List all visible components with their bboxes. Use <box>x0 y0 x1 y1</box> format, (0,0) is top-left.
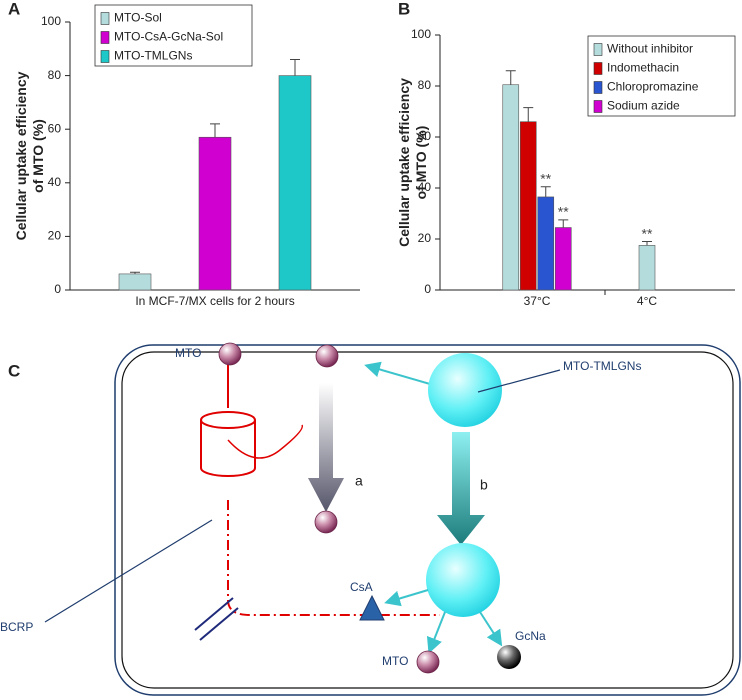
chart-panel: A Cellular uptake efficiencyof MTO (%) 0 20… <box>8 0 360 308</box>
y-axis-label: Cellular uptake efficiencyof MTO (%) <box>13 71 46 240</box>
y-axis-label-line: of MTO (%) <box>413 126 429 200</box>
y-tick-label: 40 <box>48 175 62 189</box>
inhibition-bar <box>199 607 239 641</box>
legend-label: Indomethacin <box>607 61 679 75</box>
legend-label: Sodium azide <box>607 99 680 113</box>
release-arrow <box>426 611 446 654</box>
y-tick-label: 60 <box>48 121 62 135</box>
panel-label: C <box>8 361 20 380</box>
bcrp-link <box>227 424 304 459</box>
error-bar <box>505 70 516 85</box>
y-axis-label: Cellular uptake efficiencyof MTO (%) <box>396 78 429 247</box>
release-arrow <box>364 361 431 385</box>
release-arrow <box>479 611 503 647</box>
bar <box>118 273 152 291</box>
gcna-molecule <box>497 645 521 669</box>
nanoparticle-pointer <box>477 369 561 393</box>
y-tick-label: 0 <box>54 282 61 296</box>
legend-label: Without inhibitor <box>607 42 693 56</box>
bar <box>554 227 572 291</box>
csa-molecule <box>359 594 385 621</box>
y-tick-label: 100 <box>41 14 61 28</box>
bar <box>278 75 312 291</box>
significance-label: ** <box>642 225 653 241</box>
label: a <box>355 473 363 489</box>
bcrp-body <box>200 420 256 477</box>
x-tick-label: 37°C <box>524 294 551 308</box>
bar <box>502 84 520 291</box>
y-tick-label: 80 <box>418 78 432 92</box>
error-bar <box>210 123 220 138</box>
error-bar <box>523 107 534 122</box>
bar <box>519 121 537 291</box>
x-tick-label: In MCF-7/MX cells for 2 hours <box>135 294 294 308</box>
bar <box>537 196 555 291</box>
y-tick-label: 100 <box>411 27 431 41</box>
label: CsA <box>350 580 373 594</box>
legend-label: MTO-CsA-GcNa-Sol <box>114 30 223 44</box>
error-bar <box>290 59 300 76</box>
label: GcNa <box>515 629 546 643</box>
significance-label: ** <box>558 204 569 220</box>
bcrp-pointer <box>44 519 213 623</box>
legend-swatch <box>100 31 110 44</box>
label: BCRP <box>0 620 33 634</box>
chart-panel: B Cellular uptake efficiencyof MTO (%) 0 20… <box>396 0 736 308</box>
mto-molecule <box>314 510 338 534</box>
nanoparticle <box>428 353 502 427</box>
error-bar <box>558 219 569 228</box>
x-tick-label: 4°C <box>637 294 657 308</box>
legend-label: MTO-TMLGNs <box>114 49 192 63</box>
label: MTO-TMLGNs <box>563 359 641 373</box>
pathway-a-arrow <box>308 383 344 512</box>
y-axis-label-line: Cellular uptake efficiency <box>13 71 29 240</box>
legend-swatch <box>100 12 110 25</box>
y-tick-label: 40 <box>418 180 432 194</box>
legend-swatch <box>593 43 603 56</box>
bar <box>198 136 232 291</box>
inhibition-bar <box>194 597 234 631</box>
legend-box <box>587 35 736 117</box>
error-bar <box>130 271 140 274</box>
error-bar <box>642 241 652 246</box>
y-tick-label: 60 <box>418 129 432 143</box>
legend-swatch <box>100 50 110 63</box>
y-axis-label-line: of MTO (%) <box>30 119 46 193</box>
panel-label: A <box>8 0 20 18</box>
error-bar <box>540 186 551 197</box>
label: MTO <box>382 654 408 668</box>
legend-label: MTO-Sol <box>114 11 162 25</box>
mto-molecule <box>218 342 242 366</box>
y-tick-label: 80 <box>48 68 62 82</box>
legend-label: Chloropromazine <box>607 80 699 94</box>
label: b <box>480 477 488 493</box>
y-axis-label-line: Cellular uptake efficiency <box>396 78 412 247</box>
y-tick-label: 20 <box>418 231 432 245</box>
legend-swatch <box>593 100 603 113</box>
y-tick-label: 0 <box>424 282 431 296</box>
release-arrow <box>384 589 429 607</box>
pathway-b-arrow <box>437 432 485 545</box>
legend-swatch <box>593 81 603 94</box>
cell-inner-membrane <box>121 351 734 689</box>
cell-outer-membrane <box>114 344 741 696</box>
significance-label: ** <box>540 170 551 186</box>
legend-swatch <box>593 62 603 75</box>
panel-label: B <box>398 0 410 18</box>
legend-box <box>94 4 253 67</box>
nanoparticle <box>426 543 500 617</box>
bar <box>638 245 656 291</box>
mto-molecule <box>315 344 339 368</box>
mechanism-diagram: C BCRP MTO MTO-TMLGNs a b CsA MTO GcNa <box>0 342 741 696</box>
y-tick-label: 20 <box>48 229 62 243</box>
mto-molecule <box>416 650 440 674</box>
bcrp-top <box>200 411 256 429</box>
label: MTO <box>175 346 201 360</box>
